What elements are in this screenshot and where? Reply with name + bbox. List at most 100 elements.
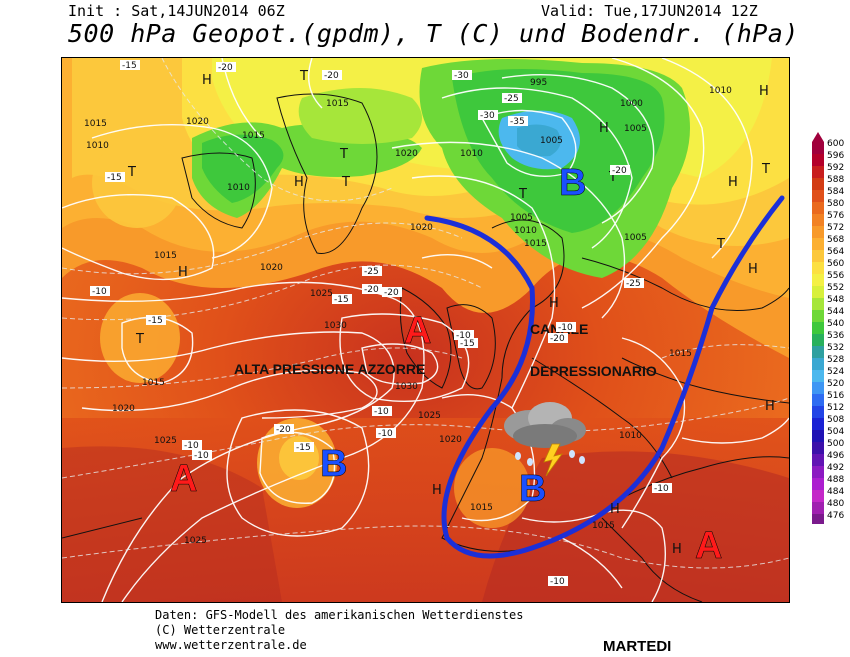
low-pressure-center: B bbox=[559, 162, 586, 204]
isobar-label: 1005 bbox=[624, 233, 647, 243]
scale-swatch bbox=[812, 490, 824, 502]
low-marker: T bbox=[299, 69, 308, 84]
scale-value: 540 bbox=[827, 319, 844, 329]
high-marker: H bbox=[432, 483, 442, 498]
high-marker: H bbox=[294, 175, 304, 190]
temperature-label: -30 bbox=[452, 70, 472, 81]
svg-text:-10: -10 bbox=[558, 323, 573, 333]
high-marker: H bbox=[178, 265, 188, 280]
high-marker: H bbox=[759, 84, 769, 99]
scale-swatch bbox=[812, 202, 824, 214]
svg-text:-30: -30 bbox=[454, 71, 469, 81]
svg-text:-15: -15 bbox=[148, 316, 163, 326]
isobar-label: 1010 bbox=[86, 141, 109, 151]
isobar-label: 1005 bbox=[624, 124, 647, 134]
high-marker: H bbox=[599, 121, 609, 136]
scale-value: 592 bbox=[827, 163, 844, 173]
scale-value: 504 bbox=[827, 427, 844, 437]
svg-text:-20: -20 bbox=[324, 71, 339, 81]
scale-value: 536 bbox=[827, 331, 844, 341]
day-label: MARTEDI bbox=[603, 638, 672, 655]
svg-text:-15: -15 bbox=[460, 339, 475, 349]
temperature-label: -10 bbox=[192, 450, 212, 461]
scale-value: 564 bbox=[827, 247, 844, 257]
temperature-label: -10 bbox=[652, 483, 672, 494]
temperature-label: -10 bbox=[376, 428, 396, 439]
scale-swatch bbox=[812, 502, 824, 514]
svg-text:-10: -10 bbox=[378, 429, 393, 439]
scale-swatch bbox=[812, 418, 824, 430]
scale-swatch bbox=[812, 274, 824, 286]
svg-text:-35: -35 bbox=[510, 117, 525, 127]
isobar-label: 1020 bbox=[439, 435, 462, 445]
scale-swatch bbox=[812, 466, 824, 478]
temperature-label: -20 bbox=[548, 333, 568, 344]
isobar-label: 1030 bbox=[324, 321, 347, 331]
high-marker: H bbox=[610, 502, 620, 517]
isobar-label: 1005 bbox=[510, 213, 533, 223]
scale-value: 532 bbox=[827, 343, 844, 353]
svg-text:-25: -25 bbox=[504, 94, 519, 104]
scale-value: 520 bbox=[827, 379, 844, 389]
scale-value: 484 bbox=[827, 487, 844, 497]
scale-swatch bbox=[812, 394, 824, 406]
isobar-label: 1025 bbox=[418, 411, 441, 421]
scale-swatch bbox=[812, 226, 824, 238]
temperature-label: -20 bbox=[322, 70, 342, 81]
scale-swatch bbox=[812, 190, 824, 202]
high-marker: H bbox=[748, 262, 758, 277]
isobar-label: 995 bbox=[530, 78, 547, 88]
temperature-label: -35 bbox=[508, 116, 528, 127]
temperature-label: -25 bbox=[502, 93, 522, 104]
scale-swatch bbox=[812, 358, 824, 370]
isobar-label: 1020 bbox=[260, 263, 283, 273]
valid-time: Valid: Tue,17JUN2014 12Z bbox=[541, 2, 758, 20]
isobar-label: 1015 bbox=[84, 119, 107, 129]
isobar-label: 1010 bbox=[619, 431, 642, 441]
scale-swatch bbox=[812, 214, 824, 226]
temperature-label: -15 bbox=[146, 315, 166, 326]
scale-value: 476 bbox=[827, 511, 844, 521]
scale-value: 556 bbox=[827, 271, 844, 281]
temperature-label: -15 bbox=[332, 294, 352, 305]
scale-swatch bbox=[812, 262, 824, 274]
temperature-label: -30 bbox=[478, 110, 498, 121]
footer-website: www.wetterzentrale.de bbox=[155, 638, 307, 652]
isobar-label: 1020 bbox=[395, 149, 418, 159]
temperature-label: -10 bbox=[372, 406, 392, 417]
low-marker: T bbox=[341, 175, 350, 190]
temperature-label: -10 bbox=[182, 440, 202, 451]
high-marker: H bbox=[549, 296, 559, 311]
isobar-label: 1015 bbox=[142, 378, 165, 388]
isobar-label: 1020 bbox=[186, 117, 209, 127]
isobar-label: 1010 bbox=[227, 183, 250, 193]
scale-swatch bbox=[812, 514, 824, 524]
low-marker: T bbox=[135, 332, 144, 347]
isobar-label: 1015 bbox=[669, 349, 692, 359]
isobar-label: 1010 bbox=[709, 86, 732, 96]
svg-text:-15: -15 bbox=[296, 443, 311, 453]
temperature-label: -20 bbox=[362, 284, 382, 295]
temperature-label: -10 bbox=[90, 286, 110, 297]
scale-value: 528 bbox=[827, 355, 844, 365]
temperature-label: -15 bbox=[105, 172, 125, 183]
temperature-label: -20 bbox=[610, 165, 630, 176]
temperature-label: -10 bbox=[548, 576, 568, 587]
scale-swatch bbox=[812, 298, 824, 310]
scale-swatch bbox=[812, 286, 824, 298]
scale-swatch bbox=[812, 382, 824, 394]
temperature-label: -25 bbox=[362, 266, 382, 277]
isobar-label: 1025 bbox=[154, 436, 177, 446]
high-marker: H bbox=[202, 73, 212, 88]
scale-value: 560 bbox=[827, 259, 844, 269]
scale-value: 596 bbox=[827, 151, 844, 161]
footer-source: Daten: GFS-Modell des amerikanischen Wet… bbox=[155, 608, 524, 622]
map-title: 500 hPa Geopot.(gpdm), T (C) und Bodendr… bbox=[68, 19, 799, 48]
trough-line bbox=[424, 195, 785, 559]
svg-text:-10: -10 bbox=[456, 331, 471, 341]
scale-top-arrow bbox=[812, 132, 824, 142]
temperature-label: -15 bbox=[294, 442, 314, 453]
temperature-label: -20 bbox=[216, 62, 236, 73]
low-marker: T bbox=[761, 162, 770, 177]
scale-swatch bbox=[812, 454, 824, 466]
